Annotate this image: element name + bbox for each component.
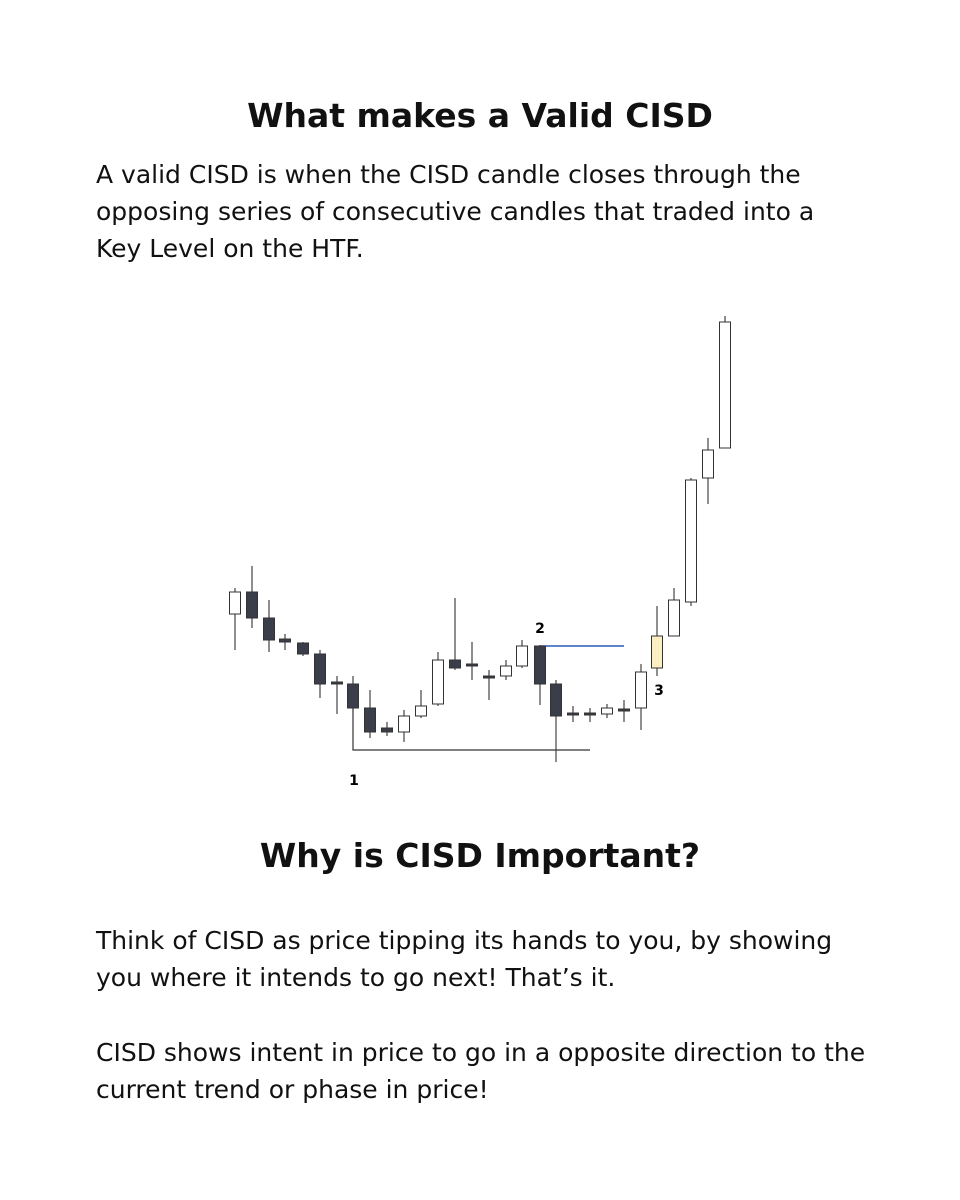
candle-body <box>279 638 291 643</box>
candle-body <box>415 705 427 717</box>
marker-label: 3 <box>654 683 664 699</box>
candlestick-diagram: 1 2 3 <box>229 316 731 789</box>
candle-body <box>685 479 697 603</box>
candle-body <box>229 591 241 615</box>
candles <box>229 316 731 762</box>
candle-body <box>618 708 630 712</box>
candle-body <box>651 635 663 669</box>
candle-body <box>432 659 444 705</box>
intro-text: A valid CISD is when the CISD candle clo… <box>96 160 815 263</box>
candle-body <box>601 707 613 715</box>
candle-body <box>567 712 579 716</box>
candle-body <box>381 727 393 733</box>
candle-body <box>550 683 562 717</box>
candle-body <box>702 449 714 479</box>
title: What makes a Valid CISD <box>247 96 713 135</box>
marker-label: 1 <box>349 773 359 789</box>
candle-body <box>500 665 512 677</box>
candle-body <box>398 715 410 733</box>
paragraph: Think of CISD as price tipping its hands… <box>96 926 833 992</box>
candle-body <box>516 645 528 667</box>
candle-body <box>668 599 680 637</box>
candle-body <box>347 683 359 709</box>
candle-body <box>449 659 461 669</box>
candle-body <box>297 642 309 655</box>
candle-body <box>331 681 343 685</box>
marker-label: 2 <box>535 621 545 637</box>
candle-body <box>246 591 258 619</box>
candle-body <box>719 321 731 449</box>
candle-body <box>483 675 495 679</box>
candle-body <box>635 671 647 709</box>
candle-body <box>584 712 596 716</box>
paragraph: CISD shows intent in price to go in a op… <box>96 1038 866 1104</box>
candle-body <box>534 645 546 685</box>
level-line <box>352 708 590 751</box>
candle-body <box>314 653 326 685</box>
candle-body <box>263 617 275 641</box>
candle-body <box>466 663 478 667</box>
candle-body <box>364 707 376 733</box>
section-title: Why is CISD Important? <box>259 836 701 875</box>
